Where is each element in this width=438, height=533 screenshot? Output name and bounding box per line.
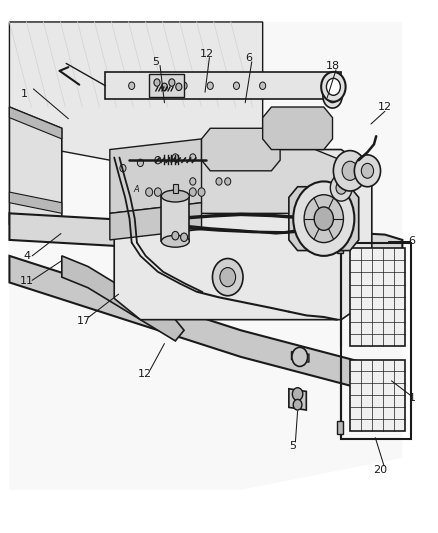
Circle shape	[333, 151, 367, 191]
Circle shape	[190, 177, 196, 185]
Circle shape	[172, 154, 178, 161]
Text: 5: 5	[289, 441, 296, 451]
Text: 11: 11	[20, 277, 34, 286]
Circle shape	[292, 348, 307, 367]
Circle shape	[161, 83, 167, 91]
Polygon shape	[291, 352, 309, 362]
Circle shape	[181, 82, 187, 90]
Polygon shape	[110, 139, 201, 213]
Polygon shape	[141, 150, 341, 213]
Circle shape	[190, 154, 196, 161]
Bar	[161, 196, 189, 241]
Circle shape	[260, 82, 266, 90]
Circle shape	[220, 268, 236, 287]
Circle shape	[327, 90, 338, 103]
Polygon shape	[106, 72, 341, 99]
Text: 5: 5	[152, 57, 159, 67]
Bar	[337, 421, 343, 434]
Circle shape	[120, 165, 126, 172]
Circle shape	[180, 233, 187, 241]
Text: 6: 6	[245, 53, 252, 63]
Polygon shape	[62, 256, 184, 341]
Polygon shape	[289, 389, 306, 410]
Polygon shape	[114, 150, 372, 320]
Circle shape	[361, 164, 374, 178]
Bar	[337, 240, 343, 253]
Polygon shape	[149, 74, 184, 98]
Polygon shape	[10, 107, 62, 224]
Text: 18: 18	[325, 61, 339, 70]
Polygon shape	[10, 22, 403, 490]
Text: 12: 12	[378, 102, 392, 112]
Circle shape	[169, 79, 175, 86]
Circle shape	[304, 195, 343, 243]
Bar	[350, 248, 405, 346]
Polygon shape	[10, 22, 263, 171]
Ellipse shape	[161, 235, 189, 247]
Polygon shape	[10, 192, 62, 213]
Circle shape	[225, 177, 231, 185]
Circle shape	[154, 188, 161, 196]
Circle shape	[155, 157, 161, 164]
Text: 17: 17	[77, 316, 91, 326]
Ellipse shape	[161, 190, 189, 202]
Circle shape	[172, 231, 179, 240]
Circle shape	[216, 177, 222, 185]
Circle shape	[138, 159, 144, 166]
Circle shape	[314, 207, 333, 230]
Polygon shape	[110, 203, 201, 240]
Text: 1: 1	[409, 393, 416, 403]
Circle shape	[326, 78, 340, 95]
Polygon shape	[289, 187, 359, 251]
Circle shape	[293, 181, 354, 256]
Circle shape	[146, 188, 152, 196]
Circle shape	[154, 79, 160, 86]
Text: A: A	[133, 185, 139, 194]
Circle shape	[321, 72, 346, 102]
Text: 1: 1	[21, 88, 28, 99]
Bar	[173, 184, 178, 193]
Circle shape	[233, 82, 240, 90]
Bar	[350, 360, 405, 431]
Circle shape	[212, 259, 243, 296]
Polygon shape	[263, 107, 332, 150]
Circle shape	[330, 174, 352, 201]
Circle shape	[354, 155, 381, 187]
Polygon shape	[201, 128, 280, 171]
Text: 12: 12	[200, 49, 214, 59]
Circle shape	[293, 399, 302, 410]
Polygon shape	[10, 213, 403, 266]
Text: 6: 6	[409, 236, 416, 246]
Circle shape	[292, 387, 303, 400]
Circle shape	[176, 83, 182, 91]
Circle shape	[198, 188, 205, 196]
Polygon shape	[10, 107, 62, 139]
Circle shape	[342, 161, 358, 180]
Polygon shape	[10, 256, 403, 399]
Text: 20: 20	[374, 465, 388, 474]
Circle shape	[323, 85, 342, 108]
Text: 4: 4	[23, 251, 31, 261]
Circle shape	[336, 181, 346, 194]
Text: 12: 12	[138, 369, 152, 379]
Circle shape	[207, 82, 213, 90]
Circle shape	[155, 82, 161, 90]
Circle shape	[129, 82, 135, 90]
Circle shape	[189, 188, 196, 196]
